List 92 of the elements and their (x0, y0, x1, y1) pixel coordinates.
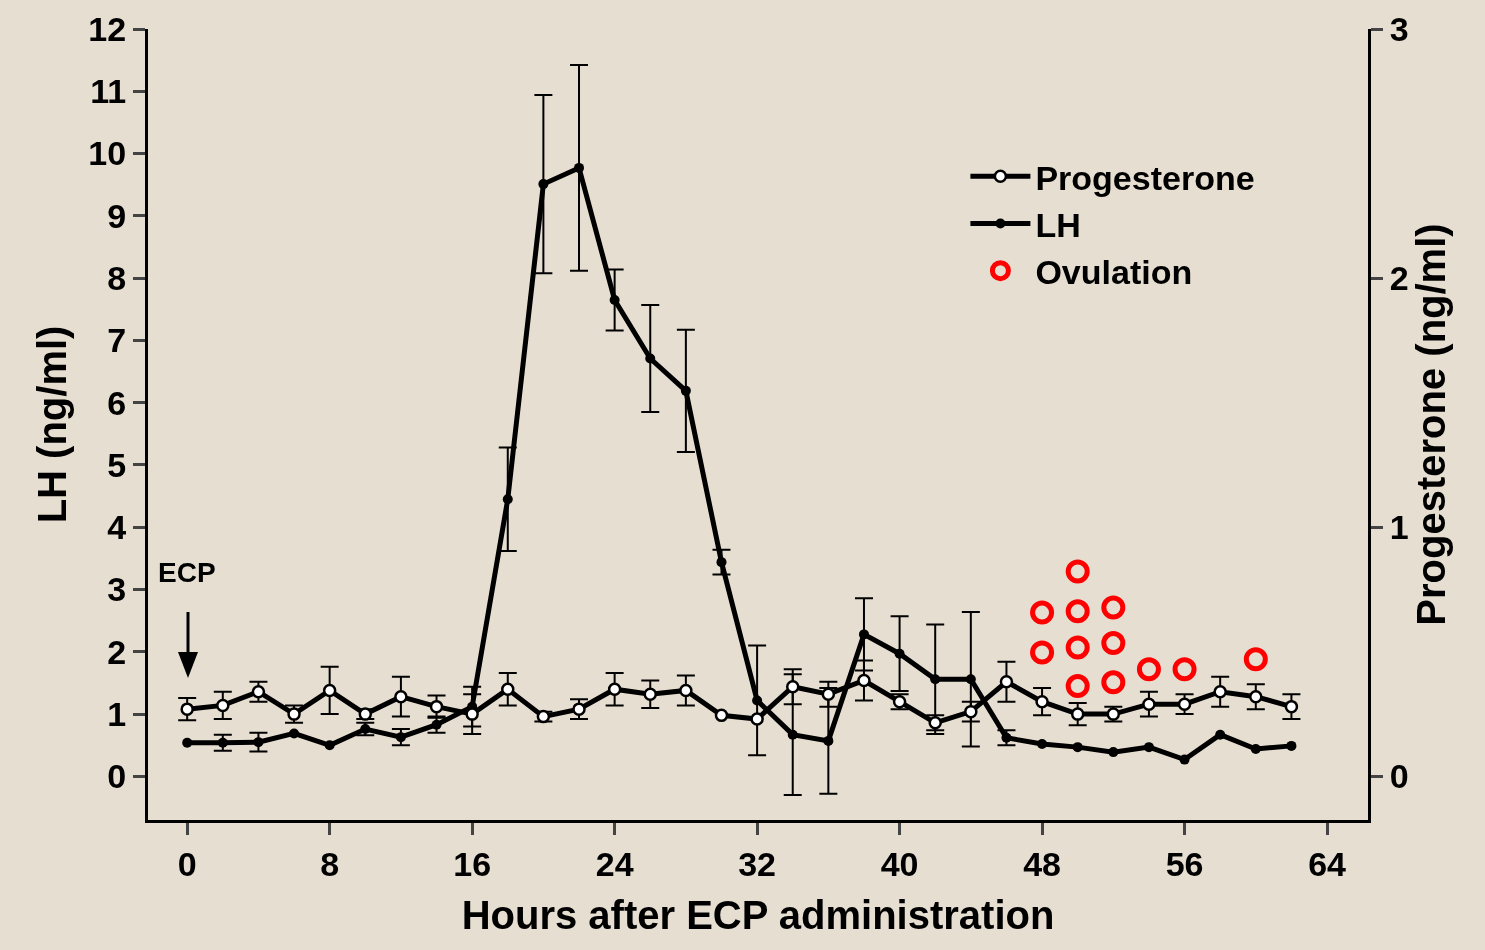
point (429, 699, 444, 714)
point (965, 674, 976, 685)
y-tick-label: 8 (107, 259, 127, 298)
point (322, 683, 337, 698)
y-tick-label: 11 (90, 72, 127, 111)
point (1250, 744, 1261, 754)
x-tick-label: 56 (1165, 844, 1204, 883)
point (785, 679, 800, 694)
point (643, 687, 657, 701)
y-tick-label: 2 (107, 632, 127, 671)
point (1215, 729, 1226, 740)
point (182, 737, 193, 748)
legend-label: LH (1035, 205, 1081, 244)
point (1286, 740, 1297, 751)
y2-tick-label: 1 (1389, 508, 1409, 547)
point (502, 494, 513, 505)
y2-axis-title: Progesterone (ng/ml) (1409, 223, 1454, 626)
x-tick-label: 40 (880, 844, 919, 883)
point (609, 294, 620, 305)
point (289, 728, 300, 739)
x-tick-label: 32 (738, 844, 777, 883)
point (750, 712, 764, 726)
point (679, 683, 693, 698)
legend-label: Ovulation (1035, 252, 1193, 291)
y-tick-label: 5 (107, 445, 127, 484)
point (999, 674, 1014, 689)
point (501, 682, 515, 696)
y-tick-label: 10 (88, 134, 127, 173)
x-tick-label: 64 (1308, 844, 1347, 883)
y2-tick-label: 3 (1389, 9, 1409, 48)
point (465, 707, 479, 721)
x-tick-label: 16 (453, 844, 492, 883)
point (1179, 754, 1190, 765)
point (1101, 670, 1126, 695)
y-tick-label: 1 (107, 695, 127, 734)
point (538, 179, 549, 190)
point (716, 557, 727, 568)
point (1030, 600, 1055, 625)
y-tick-label: 7 (107, 321, 127, 360)
point (1065, 559, 1090, 584)
x-tick-label: 24 (595, 844, 634, 883)
point (1072, 742, 1083, 753)
point (1213, 684, 1227, 699)
y-tick-label: 0 (107, 757, 127, 796)
y-tick-label: 9 (107, 196, 127, 235)
annotation: ECP (158, 557, 216, 588)
point (680, 385, 691, 396)
point (1065, 674, 1090, 699)
point (394, 689, 408, 704)
y-tick-label: 12 (88, 9, 127, 48)
x-axis-title: Hours after ECP administration (461, 893, 1055, 938)
x-tick-label: 8 (320, 844, 340, 883)
point (1136, 657, 1161, 682)
y-tick-label: 4 (107, 508, 127, 547)
x-tick-label: 0 (177, 844, 197, 883)
point (324, 740, 335, 751)
point (894, 648, 905, 659)
point (714, 708, 729, 723)
point (857, 673, 871, 688)
point (821, 687, 836, 701)
point (1065, 635, 1090, 660)
point (1172, 657, 1197, 682)
y-tick-label: 3 (107, 570, 127, 609)
point (858, 629, 869, 640)
point (216, 698, 230, 713)
point (1243, 647, 1268, 672)
point (1030, 640, 1055, 665)
point (787, 729, 798, 740)
point (574, 162, 585, 173)
point (1108, 747, 1119, 758)
point (1101, 595, 1126, 620)
point (645, 353, 656, 364)
point (180, 702, 194, 716)
point (1037, 739, 1048, 750)
legend-label: Progesterone (1035, 158, 1255, 197)
point (1065, 599, 1090, 624)
point (752, 695, 763, 706)
point (930, 674, 941, 685)
point (1143, 742, 1154, 753)
y2-tick-label: 0 (1389, 757, 1409, 796)
point (1101, 631, 1126, 656)
point (607, 682, 622, 696)
point (1284, 699, 1299, 714)
y-tick-label: 6 (107, 383, 127, 422)
point (1035, 694, 1049, 709)
x-tick-label: 48 (1023, 844, 1061, 883)
point (1070, 707, 1085, 721)
y2-tick-label: 2 (1389, 259, 1409, 298)
point (1142, 697, 1156, 711)
point (1249, 689, 1263, 704)
point (823, 735, 834, 746)
y-axis-title: LH (ng/ml) (29, 325, 74, 524)
